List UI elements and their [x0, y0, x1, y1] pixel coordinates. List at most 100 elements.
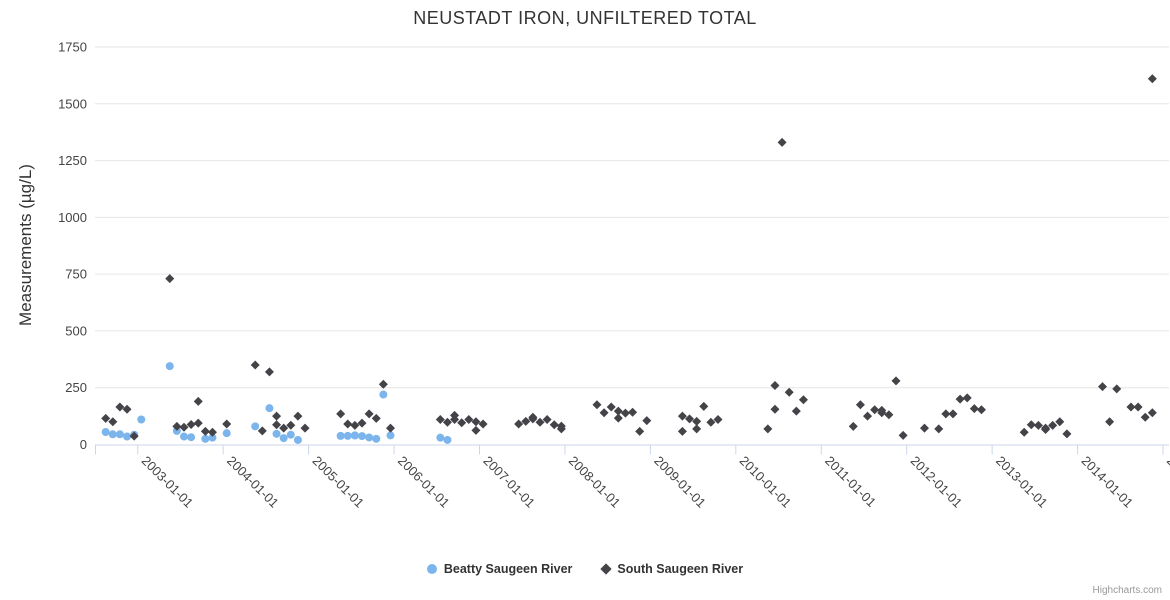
data-point-south-saugeen-river[interactable] [535, 417, 545, 427]
data-point-south-saugeen-river[interactable] [222, 419, 232, 429]
data-point-south-saugeen-river[interactable] [692, 424, 702, 434]
data-point-south-saugeen-river[interactable] [620, 408, 630, 418]
data-point-south-saugeen-river[interactable] [478, 419, 488, 429]
data-point-south-saugeen-river[interactable] [592, 400, 602, 410]
data-point-south-saugeen-river[interactable] [919, 423, 929, 433]
data-point-beatty-saugeen-river[interactable] [272, 429, 281, 438]
data-point-south-saugeen-river[interactable] [364, 409, 374, 419]
data-point-south-saugeen-river[interactable] [613, 406, 623, 416]
data-point-beatty-saugeen-river[interactable] [336, 431, 345, 440]
data-point-south-saugeen-river[interactable] [1055, 417, 1065, 427]
data-point-south-saugeen-river[interactable] [1019, 427, 1029, 437]
data-point-south-saugeen-river[interactable] [770, 380, 780, 390]
data-point-south-saugeen-river[interactable] [770, 404, 780, 414]
data-point-south-saugeen-river[interactable] [934, 424, 944, 434]
data-point-south-saugeen-river[interactable] [350, 420, 360, 430]
data-point-south-saugeen-river[interactable] [101, 413, 111, 423]
data-point-south-saugeen-river[interactable] [165, 274, 175, 284]
data-point-south-saugeen-river[interactable] [863, 411, 873, 421]
data-point-south-saugeen-river[interactable] [763, 424, 773, 434]
data-point-south-saugeen-river[interactable] [706, 417, 716, 427]
data-point-south-saugeen-river[interactable] [1026, 420, 1036, 430]
data-point-south-saugeen-river[interactable] [692, 416, 702, 426]
data-point-south-saugeen-river[interactable] [855, 400, 865, 410]
data-point-south-saugeen-river[interactable] [385, 423, 395, 433]
data-point-south-saugeen-river[interactable] [115, 402, 125, 412]
data-point-south-saugeen-river[interactable] [685, 414, 695, 424]
data-point-south-saugeen-river[interactable] [521, 416, 531, 426]
data-point-beatty-saugeen-river[interactable] [279, 434, 288, 443]
data-point-south-saugeen-river[interactable] [599, 408, 609, 418]
data-point-south-saugeen-river[interactable] [172, 421, 182, 431]
data-point-south-saugeen-river[interactable] [891, 376, 901, 386]
data-point-south-saugeen-river[interactable] [976, 405, 986, 415]
data-point-beatty-saugeen-river[interactable] [201, 434, 210, 443]
data-point-south-saugeen-river[interactable] [542, 415, 552, 425]
data-point-south-saugeen-river[interactable] [635, 426, 645, 436]
data-point-south-saugeen-river[interactable] [200, 426, 210, 436]
data-point-beatty-saugeen-river[interactable] [265, 404, 274, 413]
data-point-south-saugeen-river[interactable] [969, 404, 979, 414]
data-point-south-saugeen-river[interactable] [549, 420, 559, 430]
data-point-south-saugeen-river[interactable] [471, 425, 481, 435]
data-point-south-saugeen-river[interactable] [528, 412, 538, 422]
data-point-south-saugeen-river[interactable] [962, 393, 972, 403]
data-point-beatty-saugeen-river[interactable] [343, 431, 352, 440]
data-point-south-saugeen-river[interactable] [264, 367, 274, 377]
data-point-beatty-saugeen-river[interactable] [293, 435, 302, 444]
data-point-south-saugeen-river[interactable] [848, 421, 858, 431]
data-point-south-saugeen-river[interactable] [250, 360, 260, 370]
data-point-beatty-saugeen-river[interactable] [350, 431, 359, 440]
data-point-south-saugeen-river[interactable] [179, 422, 189, 432]
data-point-south-saugeen-river[interactable] [1062, 429, 1072, 439]
data-point-beatty-saugeen-river[interactable] [358, 432, 367, 441]
data-point-south-saugeen-river[interactable] [279, 423, 289, 433]
data-point-south-saugeen-river[interactable] [791, 406, 801, 416]
data-point-beatty-saugeen-river[interactable] [286, 430, 295, 439]
data-point-south-saugeen-river[interactable] [870, 405, 880, 415]
data-point-south-saugeen-river[interactable] [293, 411, 303, 421]
data-point-south-saugeen-river[interactable] [378, 379, 388, 389]
data-point-beatty-saugeen-river[interactable] [372, 434, 381, 443]
data-point-south-saugeen-river[interactable] [1048, 420, 1058, 430]
data-point-south-saugeen-river[interactable] [1126, 402, 1136, 412]
data-point-south-saugeen-river[interactable] [286, 420, 296, 430]
data-point-south-saugeen-river[interactable] [556, 424, 566, 434]
data-point-south-saugeen-river[interactable] [948, 409, 958, 419]
data-point-beatty-saugeen-river[interactable] [101, 428, 110, 437]
data-point-south-saugeen-river[interactable] [471, 417, 481, 427]
data-point-south-saugeen-river[interactable] [1097, 382, 1107, 392]
data-point-south-saugeen-river[interactable] [272, 420, 282, 430]
data-point-south-saugeen-river[interactable] [108, 417, 118, 427]
data-point-south-saugeen-river[interactable] [435, 415, 445, 425]
data-point-south-saugeen-river[interactable] [699, 401, 709, 411]
data-point-south-saugeen-river[interactable] [955, 394, 965, 404]
data-point-south-saugeen-river[interactable] [257, 426, 267, 436]
data-point-south-saugeen-river[interactable] [884, 410, 894, 420]
legend-item-south-saugeen-river[interactable]: South Saugeen River [600, 562, 743, 576]
data-point-south-saugeen-river[interactable] [300, 423, 310, 433]
data-point-south-saugeen-river[interactable] [371, 413, 381, 423]
data-point-south-saugeen-river[interactable] [193, 418, 203, 428]
data-point-south-saugeen-river[interactable] [613, 413, 623, 423]
data-point-south-saugeen-river[interactable] [357, 418, 367, 428]
data-point-beatty-saugeen-river[interactable] [208, 433, 217, 442]
data-point-south-saugeen-river[interactable] [1112, 384, 1122, 394]
data-point-south-saugeen-river[interactable] [457, 418, 467, 428]
data-point-south-saugeen-river[interactable] [129, 431, 139, 441]
data-point-south-saugeen-river[interactable] [186, 420, 196, 430]
data-point-beatty-saugeen-river[interactable] [251, 422, 260, 431]
data-point-south-saugeen-river[interactable] [336, 409, 346, 419]
data-point-south-saugeen-river[interactable] [1147, 408, 1157, 418]
data-point-south-saugeen-river[interactable] [442, 417, 452, 427]
data-point-beatty-saugeen-river[interactable] [379, 390, 388, 399]
data-point-south-saugeen-river[interactable] [898, 430, 908, 440]
data-point-south-saugeen-river[interactable] [677, 426, 687, 436]
data-point-south-saugeen-river[interactable] [798, 395, 808, 405]
data-point-beatty-saugeen-river[interactable] [386, 431, 395, 440]
data-point-south-saugeen-river[interactable] [677, 411, 687, 421]
data-point-beatty-saugeen-river[interactable] [187, 433, 196, 442]
data-point-south-saugeen-river[interactable] [122, 404, 132, 414]
data-point-beatty-saugeen-river[interactable] [180, 432, 189, 441]
data-point-beatty-saugeen-river[interactable] [165, 362, 174, 371]
